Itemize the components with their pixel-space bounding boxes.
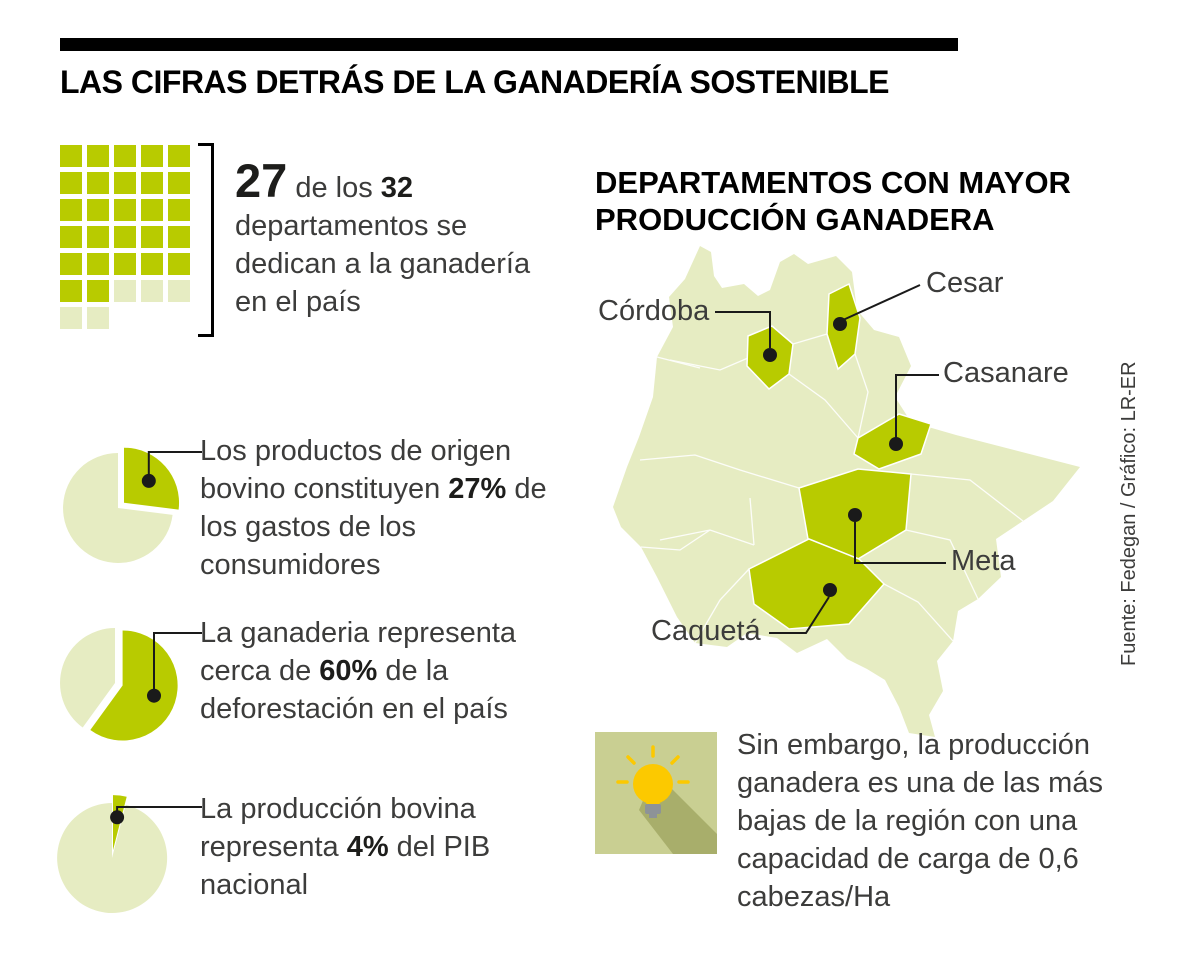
pie-chart-gdp <box>57 795 202 913</box>
waffle-bold-number: 32 <box>380 172 414 204</box>
waffle-cell <box>87 145 109 167</box>
pie-leader-line <box>147 451 202 481</box>
label-caqueta: Caquetá <box>651 615 761 647</box>
caqueta-dot <box>823 583 837 597</box>
waffle-cell <box>168 145 190 167</box>
waffle-bracket <box>198 143 214 337</box>
label-meta: Meta <box>951 545 1016 577</box>
waffle-cell <box>87 199 109 221</box>
waffle-cell <box>141 280 163 302</box>
pie-chart-consumer-spending <box>63 447 202 563</box>
pie-slice-accent <box>90 630 178 741</box>
stat-3-text: La producción bovina representa <box>200 793 476 863</box>
waffle-caption: 27 de los 32 departamentos se dedican a … <box>235 157 550 321</box>
waffle-cell <box>60 172 82 194</box>
waffle-cell <box>60 145 82 167</box>
stat-1-value: 27% <box>448 473 507 505</box>
waffle-cell <box>87 280 109 302</box>
waffle-caption-rest: departamentos se dedican a la ganadería … <box>235 210 531 318</box>
map-section-heading: DEPARTAMENTOS CON MAYOR PRODUCCIÓN GANAD… <box>595 165 1071 237</box>
waffle-cell <box>114 253 136 275</box>
label-cesar: Cesar <box>926 267 1004 299</box>
department-borders <box>639 333 1024 644</box>
source-credit: Fuente: Fedegan / Gráfico: LR-ER <box>1118 361 1140 666</box>
lightbulb-base <box>645 804 661 814</box>
waffle-cell <box>60 226 82 248</box>
waffle-cell <box>141 199 163 221</box>
pie-slice-rest <box>63 453 173 563</box>
stat-3-text-end: del PIB nacional <box>200 831 491 901</box>
stat-2-text: La ganaderia representa cerca de <box>200 617 517 687</box>
page-title: LAS CIFRAS DETRÁS DE LA GANADERÍA SOSTEN… <box>60 64 890 100</box>
lightbulb-tip <box>649 814 657 818</box>
stat-3-value: 4% <box>346 831 389 863</box>
waffle-big-number: 27 <box>235 154 288 207</box>
waffle-cell <box>141 226 163 248</box>
caqueta-leader-line <box>769 596 830 634</box>
stat-2-value: 60% <box>319 655 378 687</box>
waffle-cell <box>114 199 136 221</box>
pie-slice-rest <box>57 803 168 913</box>
waffle-cell <box>168 253 190 275</box>
waffle-cell <box>114 145 136 167</box>
lightbulb-icon <box>595 732 717 854</box>
colombia-map <box>613 246 1080 737</box>
pie-leader-line <box>153 632 202 696</box>
waffle-cell <box>87 253 109 275</box>
waffle-cell <box>141 145 163 167</box>
stat-2-text-end: de la deforestación en el país <box>200 655 508 725</box>
pie-dot <box>147 688 161 703</box>
stat-consumer-spending: Los productos de origen bovino constituy… <box>200 432 575 584</box>
waffle-cell <box>168 172 190 194</box>
cordoba-leader-line <box>715 311 771 348</box>
pie-dot <box>141 473 156 488</box>
casanare-dot <box>889 437 903 451</box>
waffle-cell <box>141 172 163 194</box>
label-cordoba: Córdoba <box>598 295 710 327</box>
caqueta-region <box>748 538 886 630</box>
waffle-cell <box>87 226 109 248</box>
note-text: Sin embargo, la producción ganadera es u… <box>737 729 1103 913</box>
pie-dot <box>110 810 125 825</box>
cesar-leader-line <box>842 284 921 321</box>
lightbulb-glass <box>633 764 673 804</box>
waffle-cell <box>141 253 163 275</box>
pie-chart-deforestation <box>60 628 202 741</box>
waffle-grid <box>60 145 190 329</box>
map-leader-lines <box>715 284 946 634</box>
cesar-dot <box>833 317 847 331</box>
waffle-cell <box>87 307 109 329</box>
waffle-cell <box>168 226 190 248</box>
waffle-cell <box>87 172 109 194</box>
meta-leader-line <box>854 522 946 564</box>
waffle-cell <box>114 280 136 302</box>
map-dots <box>763 317 903 597</box>
waffle-cell <box>168 280 190 302</box>
casanare-leader-line <box>895 374 939 438</box>
waffle-cell <box>60 199 82 221</box>
waffle-cell <box>60 253 82 275</box>
top-accent-bar <box>60 38 958 51</box>
stat-1-text: Los productos de origen bovino constituy… <box>200 435 512 505</box>
waffle-cell <box>114 226 136 248</box>
stat-gdp: La producción bovina representa 4% del P… <box>200 790 575 904</box>
waffle-cell <box>168 199 190 221</box>
waffle-cell <box>60 280 82 302</box>
pie-slice-rest <box>60 628 115 728</box>
cordoba-dot <box>763 348 777 362</box>
meta-dot <box>848 508 862 522</box>
waffle-caption-mid: de los <box>287 172 381 204</box>
waffle-cell <box>114 172 136 194</box>
stat-deforestation: La ganaderia representa cerca de 60% de … <box>200 614 575 728</box>
waffle-cell <box>60 307 82 329</box>
label-casanare: Casanare <box>943 357 1069 389</box>
stat-1-text-end: de los gastos de los consumidores <box>200 473 547 581</box>
lightbulb-rays <box>616 745 690 784</box>
